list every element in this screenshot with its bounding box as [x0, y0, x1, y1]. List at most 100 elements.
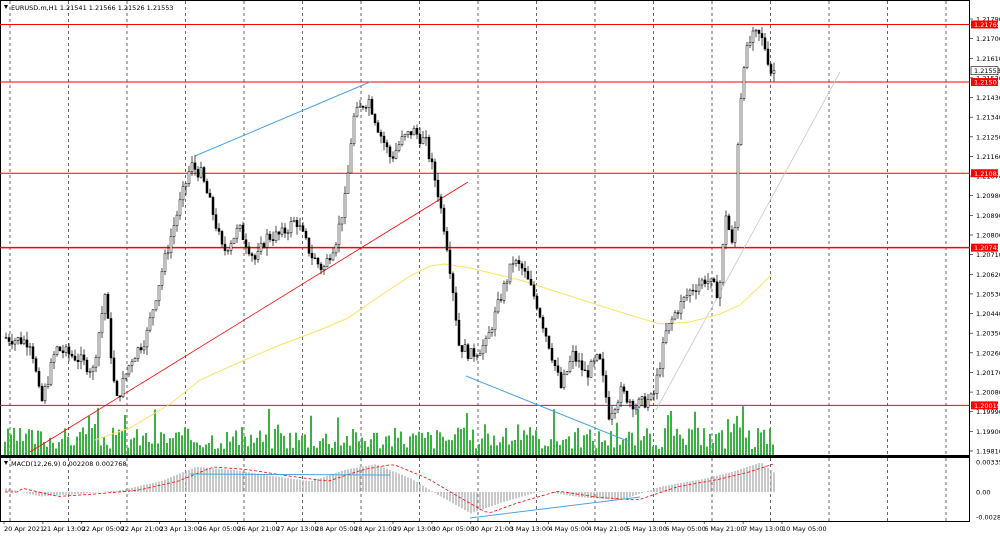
candle-body — [262, 243, 266, 248]
volume-bar — [73, 445, 75, 455]
level-price-tag-label: 1.21083 — [974, 170, 1000, 178]
price-tick-label: 1.19810 — [976, 448, 1000, 456]
candle-body — [547, 335, 551, 349]
time-tick-label: 28 Apr 21:00 — [354, 525, 396, 533]
candle-body — [646, 399, 650, 408]
volume-bar — [337, 417, 339, 455]
current-price-tag — [970, 66, 999, 76]
candle-body — [247, 246, 251, 255]
volume-bar — [109, 448, 111, 455]
candle-body — [577, 360, 581, 362]
candle-body — [496, 299, 500, 313]
candle-body — [112, 357, 116, 382]
time-tick-label: 29 Apr 13:00 — [393, 525, 435, 533]
time-tick-label: 26 Apr 21:00 — [237, 525, 279, 533]
volume-bar — [418, 431, 420, 455]
volume-bar — [565, 439, 567, 455]
volume-bar — [97, 408, 99, 455]
volume-bar — [43, 442, 45, 455]
candle-body — [148, 317, 152, 331]
candle-body — [667, 323, 671, 332]
candle-body — [505, 281, 509, 284]
candle-body — [259, 243, 263, 252]
blue-trend-line-lower[interactable] — [465, 375, 631, 443]
candle-body — [199, 167, 203, 178]
candle-body — [97, 332, 101, 358]
candle-body — [142, 346, 146, 351]
volume-bar — [406, 447, 408, 455]
volume-bar — [139, 445, 141, 455]
volume-bar — [202, 447, 204, 455]
volume-bar — [598, 431, 600, 455]
gray-trend-line[interactable] — [655, 71, 841, 411]
macd-trend-line-upper[interactable] — [189, 473, 391, 476]
candle-body — [127, 365, 131, 375]
macd-collapse-arrow-icon[interactable] — [4, 461, 8, 465]
volume-bar — [10, 434, 12, 455]
blue-trend-line-upper[interactable] — [194, 81, 371, 157]
volume-bar — [628, 431, 630, 455]
candle-body — [640, 396, 644, 400]
price-tick-label: 1.20260 — [976, 349, 1000, 357]
volume-bar — [250, 434, 252, 455]
collapse-arrow-icon[interactable] — [4, 5, 8, 9]
volume-bar — [439, 432, 441, 455]
volume-bar — [130, 439, 132, 455]
volume-bar — [58, 442, 60, 455]
volume-bar — [472, 429, 474, 455]
macd-signal-line — [5, 463, 774, 513]
volume-bar — [100, 445, 102, 455]
candle-body — [745, 45, 749, 68]
volume-bar — [208, 442, 210, 455]
time-tick-label: 30 Apr 21:00 — [471, 525, 513, 533]
volume-bar — [355, 432, 357, 455]
red-trend-line[interactable] — [29, 181, 469, 453]
candle-body — [472, 348, 476, 357]
candle-body — [193, 162, 197, 170]
candle-body — [157, 285, 161, 302]
candle-body — [649, 393, 653, 400]
candle-body — [88, 371, 92, 373]
volume-bar — [301, 435, 303, 455]
candle-body — [217, 228, 221, 232]
volume-bar — [484, 424, 486, 455]
trend-lines[interactable] — [29, 71, 841, 453]
candle-body — [277, 231, 281, 235]
volume-bar — [463, 427, 465, 455]
volume-bar — [577, 427, 579, 455]
volume-bar — [676, 428, 678, 455]
main-chart-frame — [0, 0, 970, 456]
volume-bar — [190, 440, 192, 455]
candle-body — [304, 231, 308, 239]
candle-body — [484, 337, 488, 346]
volume-bar — [397, 437, 399, 455]
candle-body — [280, 227, 284, 235]
candle-body — [22, 339, 26, 344]
candle-body — [553, 360, 557, 367]
candle-body — [82, 354, 86, 361]
volume-bar — [247, 446, 249, 455]
volume-bar — [601, 442, 603, 455]
volume-bar — [469, 440, 471, 455]
volume-bar — [244, 436, 246, 455]
candle-body — [406, 131, 410, 135]
candle-body — [580, 360, 584, 371]
volume-bar — [70, 445, 72, 455]
symbol-info: EURUSD.m,H1 1.21541 1.21566 1.21526 1.21… — [11, 4, 174, 12]
horizontal-levels[interactable] — [0, 23, 970, 406]
time-tick-label: 10 May 05:00 — [782, 525, 827, 533]
candle-body — [331, 252, 335, 261]
volume-bar — [19, 428, 21, 455]
macd-trend-line-lower[interactable] — [469, 496, 641, 519]
candle-body — [73, 355, 77, 361]
volume-bar — [466, 413, 468, 455]
candle-body — [316, 257, 320, 265]
candle-body — [322, 266, 326, 271]
volume-bar — [460, 429, 462, 455]
candle-body — [100, 313, 104, 334]
candle-body — [562, 373, 566, 388]
volume-bar — [67, 436, 69, 455]
volume-bar — [514, 440, 516, 455]
price-tick-label: 1.21430 — [976, 94, 1000, 102]
